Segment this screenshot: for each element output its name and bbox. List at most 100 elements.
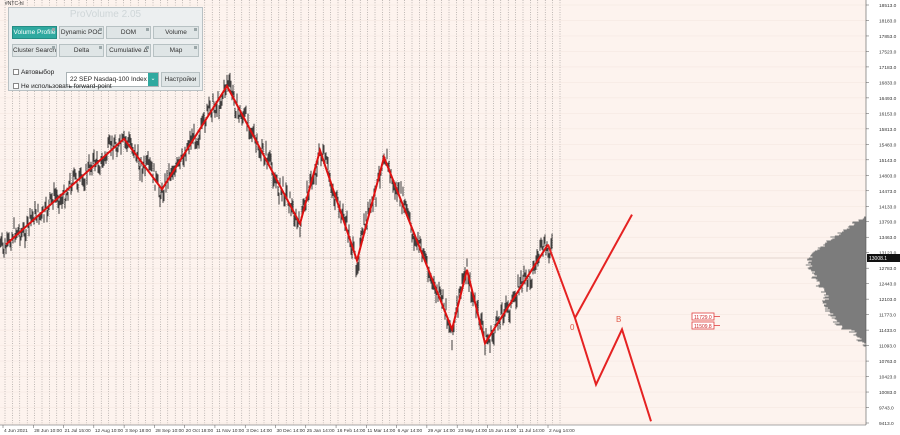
- projection-label-b: B: [616, 315, 621, 324]
- x-tick-label: 2 Aug 14:00: [549, 428, 575, 434]
- options-dot-icon: [146, 46, 149, 49]
- dynamic-poc-button-label: Dynamic POC: [60, 29, 103, 36]
- y-tick-label: 18183.0: [879, 18, 897, 24]
- cumulative-delta-button-label: Cumulative Δ: [109, 47, 148, 54]
- y-tick-label: 12783.0: [879, 266, 897, 272]
- x-tick-label: 20 Oct 18:00: [186, 428, 214, 434]
- x-tick-label: 28 Sep 10:00: [155, 428, 184, 434]
- x-tick-label: 11 Nov 10:00: [216, 428, 245, 434]
- time-axis-labels: 4 Jun 2021 28 Jun 10:00 21 Jul 15:00 12 Aug…: [2, 425, 575, 434]
- settings-button-label: Настройки: [164, 76, 197, 83]
- x-tick-label: 23 May 14:00: [458, 428, 487, 434]
- volume-profile: [805, 216, 866, 347]
- y-tick-label: 9413.0: [879, 421, 894, 427]
- y-tick-label: 10423.0: [879, 375, 897, 381]
- x-tick-label: 15 Jun 14:00: [488, 428, 516, 434]
- map-button-label: Map: [169, 47, 183, 54]
- y-tick-label: 10083.0: [879, 390, 897, 396]
- y-tick-label: 17523.0: [879, 49, 897, 55]
- y-tick-label: 18513.0: [879, 3, 897, 9]
- options-dot-icon: [146, 28, 149, 31]
- map-button[interactable]: Map: [153, 44, 199, 57]
- dom-button-label: DOM: [120, 29, 137, 36]
- instrument-select[interactable]: 22 SEP Nasdaq-100 Index ⌄: [66, 72, 159, 87]
- zigzag-line: [5, 84, 549, 346]
- y-tick-label: 17183.0: [879, 65, 897, 71]
- y-tick-label: 14803.0: [879, 173, 897, 179]
- options-dot-icon: [99, 28, 102, 31]
- delta-button[interactable]: Delta: [59, 44, 104, 57]
- y-tick-label: 16153.0: [879, 111, 897, 117]
- panel-title: ProVolume 2.05: [69, 9, 142, 20]
- y-tick-label: 11093.0: [879, 344, 896, 350]
- time-axis[interactable]: [0, 425, 900, 435]
- options-dot-icon: [194, 46, 197, 49]
- y-tick-label: 9743.0: [879, 406, 894, 412]
- y-tick-label: 12443.0: [879, 282, 897, 288]
- volume-profile-button-label: Volume Profile: [13, 29, 56, 36]
- y-tick-label: 15483.0: [879, 142, 897, 148]
- x-tick-label: 21 Jul 15:00: [65, 428, 91, 434]
- y-tick-label: 16833.0: [879, 80, 897, 86]
- y-tick-label: 15813.0: [879, 127, 897, 133]
- cumulative-delta-button[interactable]: Cumulative Δ: [106, 44, 151, 57]
- symbol-label: #NTC-hl: [5, 1, 24, 7]
- current-price-tag: [867, 254, 900, 262]
- level-tag-1-text: 11729.0: [694, 315, 712, 321]
- y-tick-label: 14473.0: [879, 189, 897, 195]
- x-tick-label: 3 Dec 14:00: [246, 428, 272, 434]
- forward-point-label: Не использовать forward-point: [21, 83, 112, 90]
- projection-line: [547, 244, 652, 422]
- price-axis[interactable]: [866, 0, 900, 435]
- x-tick-label: 16 Feb 14:00: [337, 428, 366, 434]
- projection-label-0: 0: [570, 323, 575, 332]
- options-dot-icon: [194, 28, 197, 31]
- x-tick-label: 4 Jun 2021: [4, 428, 28, 434]
- dom-button[interactable]: DOM: [106, 26, 151, 39]
- x-tick-label: 28 Jun 10:00: [34, 428, 62, 434]
- y-tick-label: 15143.0: [879, 158, 897, 164]
- options-dot-icon: [99, 46, 102, 49]
- auto-select-checkbox[interactable]: Автовыбор: [13, 68, 54, 77]
- price-axis-labels: 18513.0 18183.0 17853.0 17523.0 17183.0 16833…: [866, 3, 897, 427]
- forward-point-checkbox[interactable]: Не использовать forward-point: [13, 82, 112, 91]
- delta-button-label: Delta: [73, 47, 90, 54]
- x-tick-label: 3 Sep 18:00: [125, 428, 151, 434]
- checkbox-icon: [13, 69, 19, 76]
- y-tick-label: 17853.0: [879, 34, 897, 40]
- auto-select-label: Автовыбор: [21, 69, 55, 76]
- current-price-tag-text: 13008.1: [869, 256, 887, 262]
- y-tick-label: 13793.0: [879, 220, 897, 226]
- y-tick-label: 13463.0: [879, 235, 897, 241]
- y-tick-label: 14133.0: [879, 204, 897, 210]
- y-tick-label: 11433.0: [879, 328, 896, 334]
- x-tick-label: 11 Jul 14:00: [519, 428, 545, 434]
- x-tick-label: 6 Apr 14:00: [398, 428, 423, 434]
- volume-button[interactable]: Volume: [153, 26, 199, 39]
- dynamic-poc-button[interactable]: Dynamic POC: [59, 26, 104, 39]
- y-tick-label: 10763.0: [879, 359, 897, 365]
- x-tick-label: 25 Jan 14:00: [307, 428, 335, 434]
- volume-profile-button[interactable]: Volume Profile: [12, 26, 57, 39]
- provolume-panel: ProVolume 2.05 Volume Profile Dynamic PO…: [8, 7, 203, 91]
- y-tick-label: 11773.0: [879, 313, 896, 319]
- chevron-down-icon: ⌄: [148, 73, 158, 86]
- x-tick-label: 29 Apr 14:00: [428, 428, 456, 434]
- options-dot-icon: [52, 46, 55, 49]
- level-tag-2-text: 11509.8: [694, 324, 712, 330]
- x-tick-label: 12 Aug 10:00: [95, 428, 124, 434]
- y-tick-label: 12103.0: [879, 297, 897, 303]
- settings-button[interactable]: Настройки: [161, 72, 200, 87]
- y-tick-label: 16493.0: [879, 96, 897, 102]
- volume-button-label: Volume: [165, 29, 187, 36]
- cluster-search-button[interactable]: Cluster Search: [12, 44, 57, 57]
- y-tick-label: 13123.0: [879, 251, 897, 257]
- checkbox-icon: [13, 83, 19, 90]
- projection-branch-line: [574, 214, 633, 319]
- x-tick-label: 11 Mar 14:00: [367, 428, 395, 434]
- instrument-select-value: 22 SEP Nasdaq-100 Index: [70, 76, 147, 83]
- cluster-search-button-label: Cluster Search: [13, 47, 56, 54]
- options-dot-icon: [52, 28, 55, 31]
- x-tick-label: 30 Dec 14:00: [277, 428, 306, 434]
